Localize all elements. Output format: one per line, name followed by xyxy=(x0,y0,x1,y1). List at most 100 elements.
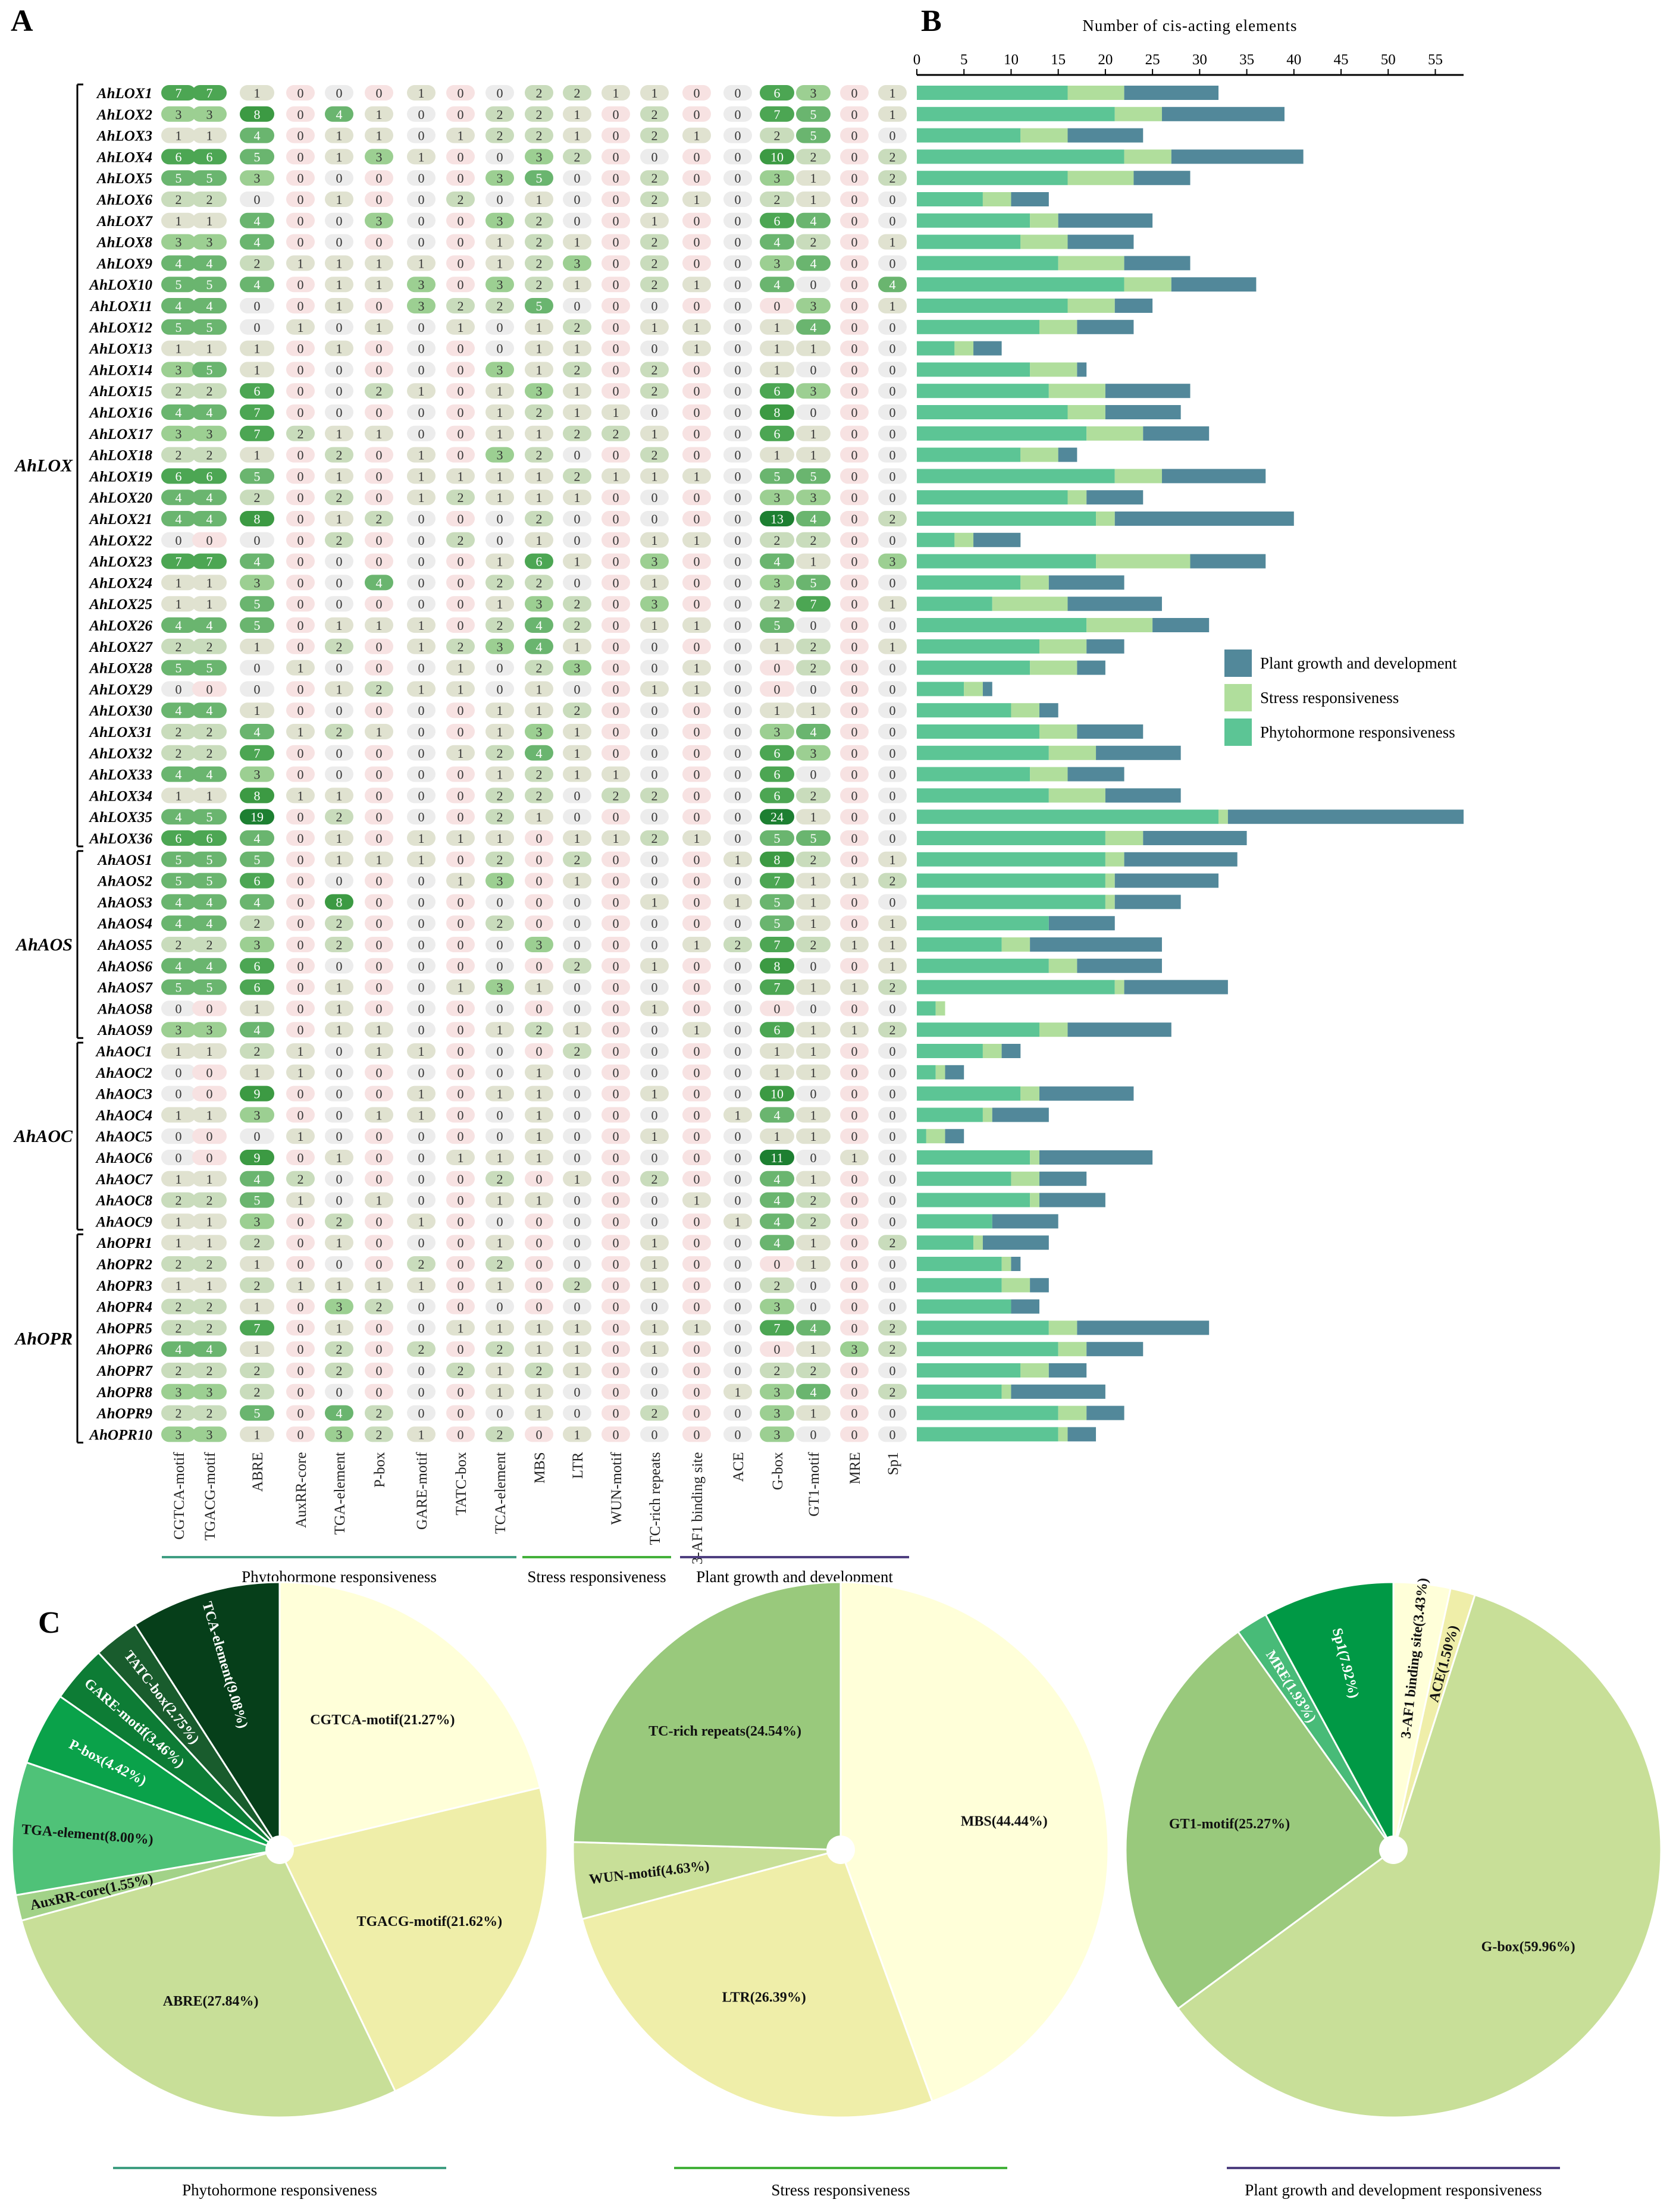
gene-label: AhOPR6 xyxy=(96,1342,153,1358)
heatmap-cell-value: 1 xyxy=(458,1320,464,1335)
heatmap-cell-value: 0 xyxy=(889,214,896,228)
heatmap-cell-value: 0 xyxy=(458,575,464,590)
heatmap-cell xyxy=(878,915,907,931)
heatmap-cell-value: 0 xyxy=(694,405,700,420)
legend-swatch xyxy=(1224,650,1252,677)
heatmap-cell xyxy=(365,1298,393,1314)
heatmap-cell-value: 4 xyxy=(774,1214,781,1229)
heatmap-cell-value: 0 xyxy=(735,980,741,995)
heatmap-cell-value: 2 xyxy=(336,937,343,952)
heatmap-cell-value: 1 xyxy=(254,1427,261,1442)
heatmap-cell xyxy=(878,681,907,697)
heatmap-cell-value: 1 xyxy=(297,1044,304,1059)
heatmap-cell-value: 0 xyxy=(774,1257,781,1272)
heatmap-cell xyxy=(840,149,869,165)
heatmap-cell xyxy=(286,1426,315,1442)
heatmap-cell xyxy=(878,1150,907,1165)
heatmap-cell xyxy=(525,596,553,612)
heatmap-cell-value: 2 xyxy=(536,1363,543,1378)
heatmap-cell-value: 1 xyxy=(458,320,464,335)
heatmap-cell-value: 0 xyxy=(851,426,858,441)
heatmap-cell xyxy=(840,127,869,143)
heatmap-cell-value: 1 xyxy=(418,469,425,484)
heatmap-cell-value: 1 xyxy=(651,469,658,484)
bar-growth xyxy=(1161,469,1266,484)
heatmap-cell xyxy=(760,681,794,697)
heatmap-cell xyxy=(192,979,227,995)
heatmap-cell xyxy=(563,1043,591,1059)
heatmap-cell-value: 3 xyxy=(254,575,261,590)
heatmap-cell-value: 2 xyxy=(376,1406,383,1421)
heatmap-cell xyxy=(365,404,393,420)
heatmap-cell xyxy=(878,404,907,420)
heatmap-cell xyxy=(796,212,831,228)
heatmap-cell-value: 0 xyxy=(694,852,700,867)
heatmap-cell xyxy=(760,404,794,420)
heatmap-cell xyxy=(446,915,475,931)
bar-stress xyxy=(1114,469,1162,484)
heatmap-cell xyxy=(563,1213,591,1229)
heatmap-cell-value: 2 xyxy=(497,107,503,122)
heatmap-cell xyxy=(760,1383,794,1400)
heatmap-cell xyxy=(878,1235,907,1251)
heatmap-cell xyxy=(525,1107,553,1123)
bar-growth xyxy=(1067,128,1144,143)
heatmap-cell xyxy=(840,1405,869,1421)
heatmap-cell-value: 0 xyxy=(774,661,781,676)
heatmap-cell-value: 0 xyxy=(297,490,304,505)
heatmap-cell-value: 0 xyxy=(851,1107,858,1122)
gene-label: AhAOS7 xyxy=(96,980,153,996)
heatmap-cell xyxy=(602,362,630,378)
heatmap-cell-value: 3 xyxy=(176,1427,182,1442)
bar-growth xyxy=(1105,405,1181,419)
heatmap-cell-value: 2 xyxy=(574,1044,581,1059)
heatmap-cell xyxy=(840,255,869,271)
heatmap-cell xyxy=(878,1405,907,1421)
heatmap-cell-value: 1 xyxy=(376,277,383,292)
heatmap-cell xyxy=(563,809,591,825)
heatmap-cell xyxy=(796,979,831,995)
heatmap-cell-value: 0 xyxy=(613,512,619,526)
bar-stress xyxy=(935,1001,945,1016)
heatmap-cell xyxy=(446,660,475,676)
heatmap-cell xyxy=(446,1277,475,1293)
heatmap-cell-value: 0 xyxy=(254,192,261,207)
heatmap-cell-value: 0 xyxy=(574,682,581,696)
column-label: MBS xyxy=(532,1452,548,1483)
heatmap-cell xyxy=(192,298,227,313)
heatmap-cell-value: 0 xyxy=(336,554,343,569)
heatmap-cell-value: 0 xyxy=(376,192,383,207)
heatmap-cell-value: 1 xyxy=(206,575,213,590)
heatmap-cell xyxy=(682,1235,711,1251)
heatmap-cell-value: 0 xyxy=(613,448,619,463)
heatmap-cell xyxy=(563,1171,591,1187)
bar-stress xyxy=(964,682,983,696)
heatmap-cell xyxy=(723,596,752,612)
heatmap-cell-value: 0 xyxy=(694,1300,700,1314)
gene-label: AhAOS8 xyxy=(96,1001,152,1017)
heatmap-cell xyxy=(446,596,475,612)
heatmap-cell-value: 0 xyxy=(851,128,858,143)
heatmap-cell-value: 0 xyxy=(735,362,741,377)
bar-phytohormone xyxy=(917,384,1049,399)
heatmap-cell-value: 0 xyxy=(418,724,425,739)
heatmap-cell xyxy=(485,1341,514,1357)
heatmap-cell-value: 0 xyxy=(458,554,464,569)
heatmap-cell-value: 6 xyxy=(774,426,781,441)
heatmap-cell xyxy=(192,1150,227,1165)
heatmap-cell xyxy=(525,979,553,995)
heatmap-cell xyxy=(682,1363,711,1378)
heatmap-cell xyxy=(446,1192,475,1208)
heatmap-cell-value: 1 xyxy=(336,1278,343,1293)
heatmap-cell-value: 0 xyxy=(497,320,503,335)
heatmap-cell-value: 0 xyxy=(418,703,425,718)
heatmap-cell-value: 0 xyxy=(735,1363,741,1378)
heatmap-cell-value: 2 xyxy=(574,320,581,335)
gene-label: AhLOX15 xyxy=(88,384,152,400)
heatmap-cell xyxy=(640,596,669,612)
bar-growth xyxy=(1086,490,1144,505)
heatmap-cell-value: 0 xyxy=(694,1278,700,1293)
heatmap-cell xyxy=(563,212,591,228)
heatmap-cell xyxy=(563,1192,591,1208)
heatmap-cell-value: 1 xyxy=(176,597,182,611)
